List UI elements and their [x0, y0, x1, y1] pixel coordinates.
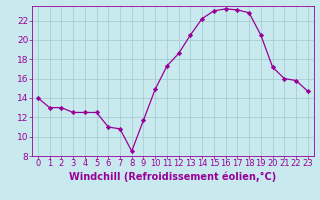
- X-axis label: Windchill (Refroidissement éolien,°C): Windchill (Refroidissement éolien,°C): [69, 171, 276, 182]
